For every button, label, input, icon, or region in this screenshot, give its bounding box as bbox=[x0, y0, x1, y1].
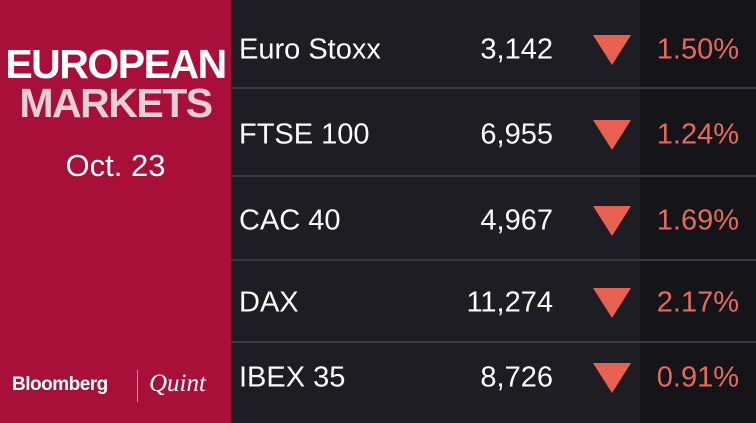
index-value: 6,955 bbox=[480, 118, 553, 151]
index-name: DAX bbox=[239, 286, 299, 319]
change-column-bg bbox=[640, 0, 756, 423]
percent-change: 2.17% bbox=[656, 286, 739, 319]
percent-change: 1.50% bbox=[656, 33, 739, 66]
down-arrow bbox=[593, 288, 631, 318]
row-separator bbox=[231, 259, 756, 261]
down-arrow bbox=[593, 363, 631, 393]
index-name: Euro Stoxx bbox=[239, 33, 381, 66]
title-line: MARKETS bbox=[19, 80, 213, 126]
index-name: CAC 40 bbox=[239, 204, 341, 237]
down-arrow bbox=[593, 35, 631, 65]
index-value: 4,967 bbox=[480, 204, 553, 237]
down-arrow bbox=[593, 206, 631, 236]
percent-change: 1.24% bbox=[656, 118, 739, 151]
index-name: IBEX 35 bbox=[239, 361, 346, 394]
index-value: 8,726 bbox=[480, 361, 553, 394]
date: Oct. 23 bbox=[65, 148, 166, 183]
down-arrow bbox=[593, 120, 631, 150]
row-separator bbox=[231, 175, 756, 177]
brand: Bloomberg bbox=[12, 374, 108, 395]
divider bbox=[137, 370, 138, 402]
index-value: 11,274 bbox=[466, 286, 553, 319]
percent-change: 0.91% bbox=[656, 361, 739, 394]
title-line: EUROPEAN bbox=[5, 41, 227, 87]
row-separator bbox=[231, 341, 756, 343]
index-name: FTSE 100 bbox=[239, 118, 370, 151]
partner: Quint bbox=[149, 370, 206, 397]
row-separator bbox=[231, 87, 756, 89]
percent-change: 1.69% bbox=[656, 204, 739, 237]
side-panel: EUROPEAN MARKETS Oct. 23 Bloomberg Quint bbox=[0, 0, 231, 423]
index-value: 3,142 bbox=[480, 33, 553, 66]
